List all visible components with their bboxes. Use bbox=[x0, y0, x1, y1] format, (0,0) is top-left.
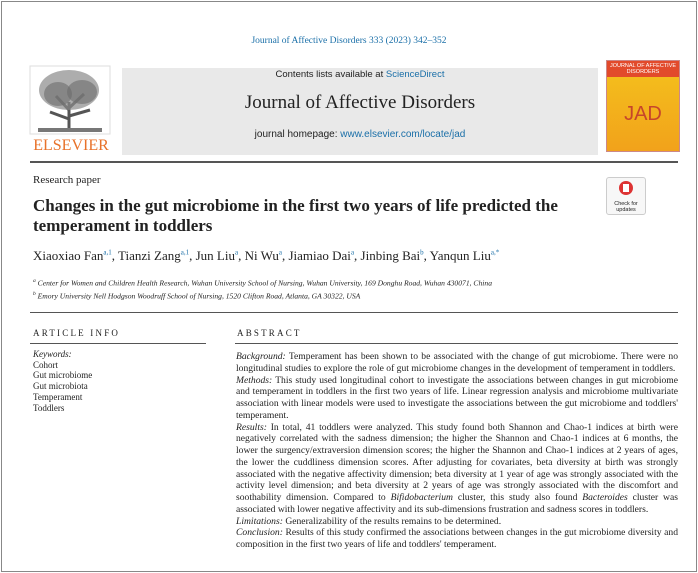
genus-name: Bacteroides bbox=[582, 492, 628, 503]
author-affiliation-mark: b bbox=[420, 248, 424, 257]
keyword: Gut microbiome bbox=[33, 370, 93, 381]
sciencedirect-link[interactable]: ScienceDirect bbox=[385, 69, 445, 80]
publisher-name: ELSEVIER bbox=[33, 137, 109, 154]
keyword: Temperament bbox=[33, 391, 83, 402]
author-separator: , bbox=[111, 248, 116, 263]
affiliation-list: a Center for Women and Children Health R… bbox=[33, 276, 673, 301]
author-name: Yanqun Liu bbox=[429, 248, 491, 263]
abstract-heading: ABSTRACT bbox=[237, 328, 302, 338]
author: Yanqun Liua,* bbox=[430, 248, 500, 263]
author: Ni Wua, bbox=[245, 248, 286, 263]
article-info-rule bbox=[30, 343, 206, 344]
author: Jinbing Baib, bbox=[361, 248, 427, 263]
section-text: Results of this study confirmed the asso… bbox=[236, 527, 678, 550]
homepage-link[interactable]: www.elsevier.com/locate/jad bbox=[340, 129, 466, 140]
section-label: Limitations: bbox=[236, 515, 283, 527]
author-separator: , bbox=[281, 248, 286, 263]
abstract-body: Background: Temperament has been shown t… bbox=[236, 351, 678, 551]
section-text: cluster, this study also found bbox=[457, 492, 578, 503]
author-name: Jun Liu bbox=[195, 248, 235, 263]
section-text: Generalizability of the results remains … bbox=[285, 515, 502, 527]
abstract-results: Results: In total, 41 toddlers were anal… bbox=[236, 422, 678, 516]
author-affiliation-mark: a bbox=[350, 248, 355, 257]
section-text: This study used longitudinal cohort to i… bbox=[236, 374, 679, 421]
author: Xiaoxiao Fana,1, bbox=[33, 248, 115, 263]
keyword: Gut microbiota bbox=[33, 381, 88, 392]
affiliation-mark: b bbox=[33, 290, 36, 297]
affiliation-mark: a bbox=[33, 278, 36, 284]
author-affiliation-mark: a bbox=[278, 248, 282, 257]
abstract-conclusion: Conclusion: Results of this study confir… bbox=[236, 527, 678, 551]
author-separator: , bbox=[238, 248, 242, 263]
publisher-logo: ELSEVIER bbox=[29, 65, 111, 154]
section-label: Conclusion: bbox=[236, 527, 283, 539]
section-label: Background: bbox=[236, 351, 286, 362]
author-name: Tianzi Zang bbox=[118, 248, 181, 263]
author-affiliation-mark: a,1 bbox=[103, 248, 112, 257]
genus-name: Bifidobacterium bbox=[390, 492, 453, 503]
cover-logo: JAD bbox=[624, 103, 662, 125]
author: Jun Liua, bbox=[196, 248, 242, 263]
author-affiliation-mark: a,1 bbox=[180, 248, 190, 257]
abstract-rule bbox=[235, 343, 678, 344]
check-updates-label: Check for updates bbox=[614, 201, 638, 213]
article-title: Changes in the gut microbiome in the fir… bbox=[33, 196, 558, 235]
contents-line: Contents lists available at ScienceDirec… bbox=[122, 69, 598, 80]
journal-cover: JOURNAL OF AFFECTIVE DISORDERS JAD bbox=[606, 60, 680, 152]
affiliation: b Emory University Nell Hodgson Woodruff… bbox=[33, 289, 673, 302]
section-text: Temperament has been shown to be associa… bbox=[236, 351, 678, 374]
section-text: cluster was associated with lower negati… bbox=[236, 492, 678, 515]
cover-title: JOURNAL OF AFFECTIVE DISORDERS bbox=[607, 61, 679, 77]
check-updates-icon bbox=[619, 181, 633, 195]
author: Tianzi Zanga,1, bbox=[118, 248, 192, 263]
keywords: Keywords: Cohort Gut microbiome Gut microb… bbox=[33, 349, 92, 413]
affiliation: a Center for Women and Children Health R… bbox=[33, 276, 673, 289]
author-list: Xiaoxiao Fana,1, Tianzi Zanga,1, Jun Liu… bbox=[33, 248, 673, 264]
author: Jiamiao Daia, bbox=[288, 248, 357, 263]
affiliation-text: Emory University Nell Hodgson Woodruff S… bbox=[37, 291, 361, 301]
author-affiliation-mark: a bbox=[234, 248, 239, 257]
section-text: In total, 41 toddlers were analyzed. Thi… bbox=[236, 421, 678, 504]
author-separator: , bbox=[354, 248, 358, 263]
abstract-limitations: Limitations: Generalizability of the res… bbox=[236, 516, 678, 528]
author-name: Xiaoxiao Fan bbox=[33, 248, 104, 263]
keywords-label: Keywords: bbox=[33, 349, 72, 359]
article-type: Research paper bbox=[33, 174, 101, 186]
author-separator: , bbox=[423, 248, 427, 263]
author-name: Ni Wu bbox=[244, 248, 279, 263]
homepage-prefix: journal homepage: bbox=[254, 129, 338, 140]
section-label: Results: bbox=[236, 421, 267, 433]
author-name: Jiamiao Dai bbox=[288, 248, 351, 263]
header-rule bbox=[30, 161, 678, 163]
affiliation-rule bbox=[30, 312, 678, 313]
homepage-line: journal homepage: www.elsevier.com/locat… bbox=[122, 129, 598, 140]
article-info-heading: ARTICLE INFO bbox=[33, 328, 121, 338]
contents-prefix: Contents lists available at bbox=[275, 69, 384, 80]
keyword: Toddlers bbox=[33, 402, 65, 413]
abstract-background: Background: Temperament has been shown t… bbox=[236, 351, 678, 375]
journal-reference[interactable]: Journal of Affective Disorders 333 (2023… bbox=[251, 36, 447, 46]
keyword: Cohort bbox=[33, 359, 59, 370]
abstract-methods: Methods: This study used longitudinal co… bbox=[236, 375, 678, 422]
check-updates-button[interactable]: Check for updates bbox=[606, 177, 646, 215]
author-separator: , bbox=[189, 248, 193, 263]
affiliation-text: Center for Women and Children Health Res… bbox=[37, 278, 492, 288]
section-label: Methods: bbox=[236, 374, 273, 386]
journal-title: Journal of Affective Disorders bbox=[244, 92, 476, 113]
journal-banner: Contents lists available at ScienceDirec… bbox=[122, 68, 598, 155]
author-name: Jinbing Bai bbox=[360, 248, 421, 263]
author-affiliation-mark: a,* bbox=[490, 248, 500, 257]
